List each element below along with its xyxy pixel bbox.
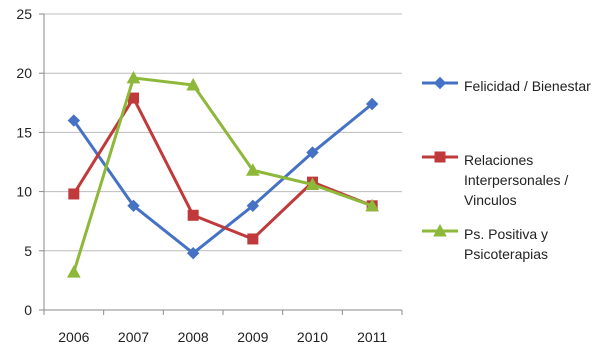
x-tick-label-2011: 2011 xyxy=(357,329,387,345)
legend-label-felicidad: Felicidad / Bienestar xyxy=(464,78,591,94)
y-axis-ticks: 0 5 10 15 20 25 xyxy=(16,6,44,318)
axes xyxy=(43,14,402,311)
y-tick-label-20: 20 xyxy=(16,65,32,81)
x-tick-label-2007: 2007 xyxy=(118,329,149,345)
legend: Felicidad / Bienestar Relaciones Interpe… xyxy=(420,0,608,349)
legend-swatch-felicidad xyxy=(422,76,458,90)
x-tick-label-2010: 2010 xyxy=(297,329,328,345)
legend-swatch-relaciones xyxy=(422,151,458,163)
gridlines xyxy=(44,13,402,252)
legend-label-relaciones: Relaciones Interpersonales / Vinculos xyxy=(464,152,569,208)
data-point-2-2007 xyxy=(126,70,141,84)
data-point-0-2011 xyxy=(365,97,379,111)
series-layer xyxy=(66,70,380,278)
data-point-0-2010 xyxy=(306,146,319,159)
series-line-1 xyxy=(72,96,373,241)
legend-swatch-marker-2 xyxy=(433,224,447,237)
data-point-2-2010 xyxy=(305,177,320,190)
legend-swatch-ps-positiva xyxy=(422,224,458,237)
data-point-1-2008 xyxy=(187,209,199,221)
data-point-1-2009 xyxy=(247,233,259,245)
data-point-2-2006 xyxy=(66,265,81,278)
data-point-1-2006 xyxy=(68,188,80,200)
data-point-1-2007 xyxy=(128,92,139,104)
y-tick-label-0: 0 xyxy=(24,302,32,318)
y-tick-label-10: 10 xyxy=(16,184,32,200)
legend-swatch-marker-1 xyxy=(434,151,446,163)
legend-label-ps-positiva: Ps. Positiva y Psicoterapias xyxy=(464,226,549,262)
x-tick-label-2009: 2009 xyxy=(237,329,268,345)
x-tick-label-2008: 2008 xyxy=(178,329,209,345)
series-line-0 xyxy=(72,102,374,255)
data-point-2-2011 xyxy=(365,198,380,212)
data-point-0-2009 xyxy=(246,199,260,213)
legend-swatch-marker-0 xyxy=(433,76,447,90)
legend-item-relaciones: Relaciones Interpersonales / Vinculos xyxy=(420,150,608,210)
series-line-2 xyxy=(72,76,373,273)
y-tick-label-15: 15 xyxy=(16,124,32,140)
x-tick-label-2006: 2006 xyxy=(58,329,89,345)
y-tick-label-25: 25 xyxy=(16,6,32,22)
data-point-0-2006 xyxy=(67,114,81,127)
legend-item-ps-positiva: Ps. Positiva y Psicoterapias xyxy=(420,224,608,264)
data-point-2-2009 xyxy=(245,163,260,176)
y-tick-label-5: 5 xyxy=(24,243,32,259)
data-point-2-2008 xyxy=(186,77,201,91)
legend-item-felicidad: Felicidad / Bienestar xyxy=(420,76,608,96)
data-point-0-2007 xyxy=(127,199,140,213)
x-axis-ticks: 2006 2007 2008 2009 2010 2011 xyxy=(43,310,403,345)
data-point-0-2008 xyxy=(186,246,200,260)
